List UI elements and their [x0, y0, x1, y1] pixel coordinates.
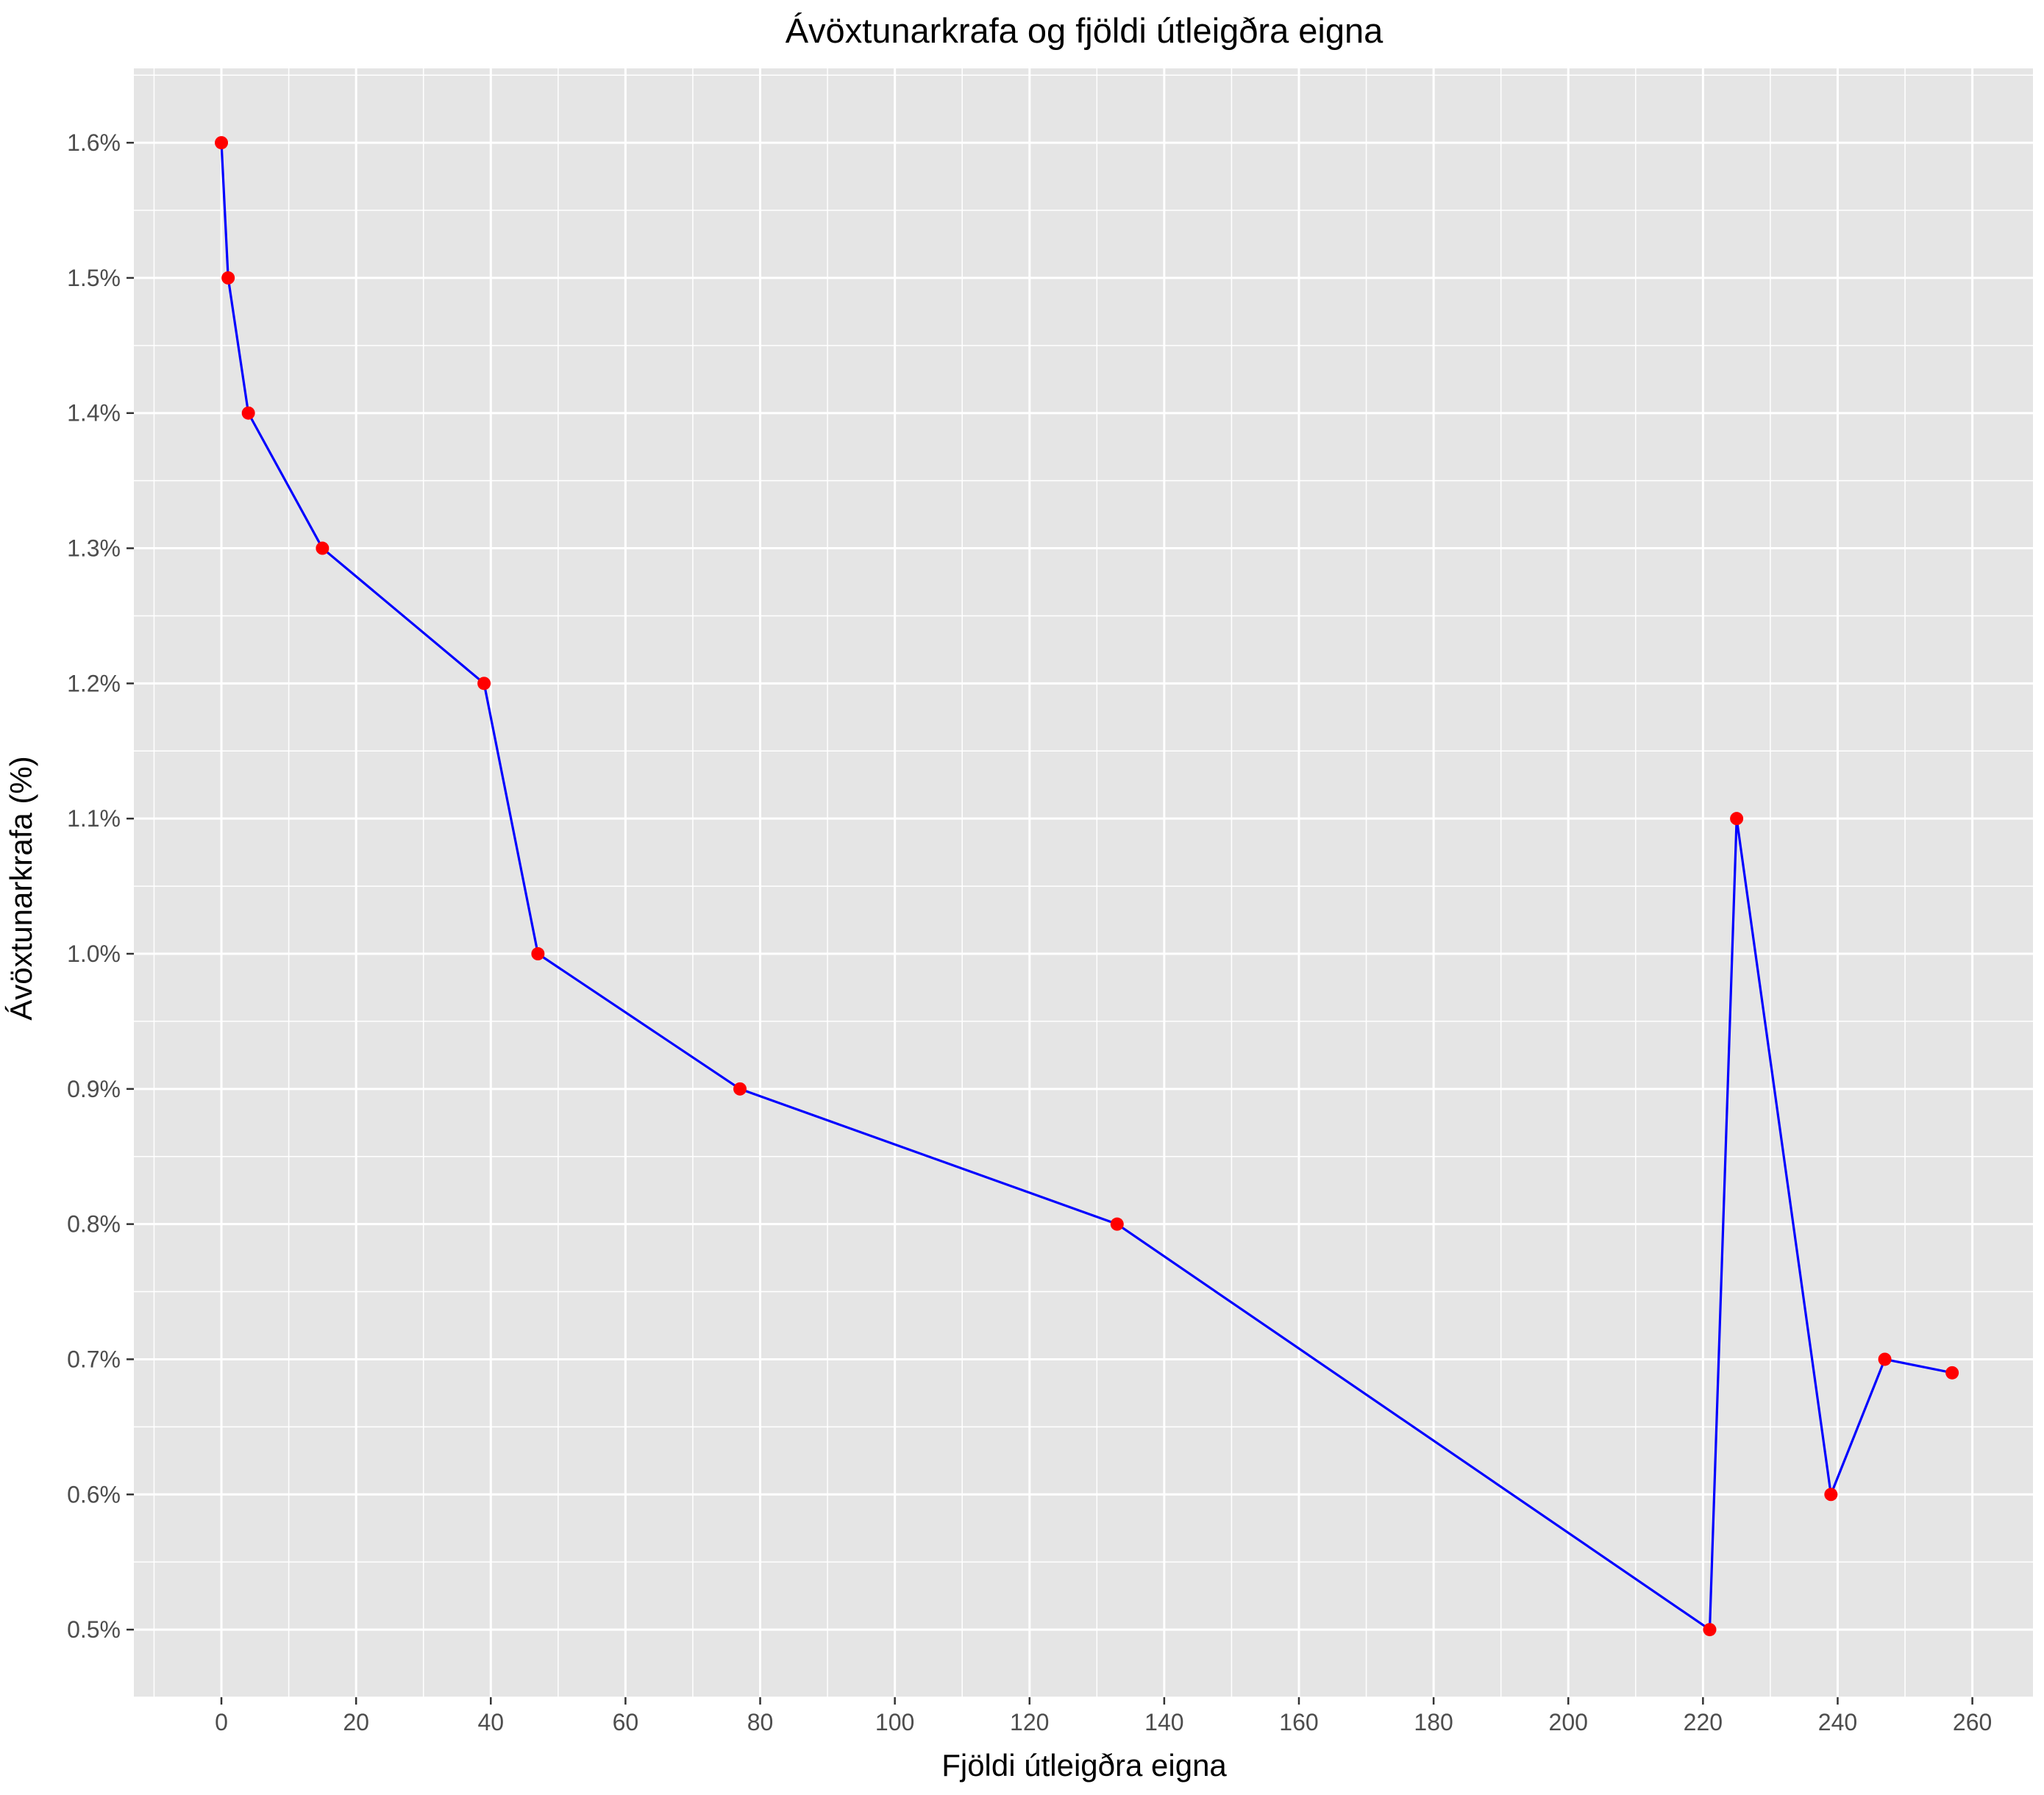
x-axis-title: Fjöldi útleigðra eigna [941, 1748, 1227, 1782]
y-tick-label: 0.5% [67, 1616, 121, 1643]
y-tick-label: 0.8% [67, 1211, 121, 1238]
y-tick-label: 1.4% [67, 400, 121, 427]
y-tick-label: 1.0% [67, 941, 121, 967]
data-points [215, 136, 1959, 1637]
x-tick-label: 20 [343, 1709, 369, 1735]
y-tick-label: 0.9% [67, 1076, 121, 1102]
data-point [1945, 1366, 1959, 1380]
x-tick-label: 80 [747, 1709, 774, 1735]
data-point [531, 947, 545, 961]
data-point [1824, 1488, 1838, 1502]
data-point [215, 136, 229, 150]
data-point [1878, 1352, 1892, 1366]
x-tick-label: 180 [1414, 1709, 1453, 1735]
data-point [1703, 1623, 1717, 1637]
x-tick-label: 260 [1953, 1709, 1992, 1735]
y-tick-label: 0.7% [67, 1346, 121, 1372]
y-tick-label: 1.6% [67, 129, 121, 156]
data-point [316, 541, 330, 555]
x-tick-label: 60 [613, 1709, 639, 1735]
y-axis: 0.5% 0.6% 0.7% 0.8% 0.9% 1.0% 1.1% 1.2% 1.3% 1.4%… [67, 129, 134, 1643]
x-tick-label: 220 [1684, 1709, 1723, 1735]
data-point [1110, 1217, 1124, 1231]
x-tick-label: 40 [477, 1709, 504, 1735]
y-tick-label: 1.1% [67, 805, 121, 832]
x-axis: 0 20 40 60 80 100 120 140 160 180 200 220 240 260 [215, 1697, 1992, 1735]
y-tick-label: 1.2% [67, 670, 121, 696]
x-tick-label: 0 [215, 1709, 228, 1735]
data-point [1730, 812, 1744, 826]
x-tick-label: 240 [1818, 1709, 1857, 1735]
x-tick-label: 120 [1010, 1709, 1049, 1735]
y-tick-label: 1.3% [67, 535, 121, 562]
grid-major [134, 68, 2033, 1697]
grid-minor [134, 68, 2033, 1698]
y-axis-title: Ávöxtunarkrafa (%) [4, 756, 38, 1020]
data-point [221, 271, 235, 285]
x-tick-label: 140 [1144, 1709, 1183, 1735]
y-tick-label: 1.5% [67, 265, 121, 291]
x-tick-label: 160 [1279, 1709, 1318, 1735]
plot-panel [134, 68, 2033, 1697]
x-tick-label: 100 [875, 1709, 914, 1735]
data-point [241, 406, 255, 420]
y-tick-label: 0.6% [67, 1481, 121, 1507]
data-point [733, 1082, 747, 1096]
chart-title: Ávöxtunarkrafa og fjöldi útleigðra eigna [786, 11, 1384, 50]
x-tick-label: 200 [1549, 1709, 1588, 1735]
data-point [477, 677, 491, 690]
